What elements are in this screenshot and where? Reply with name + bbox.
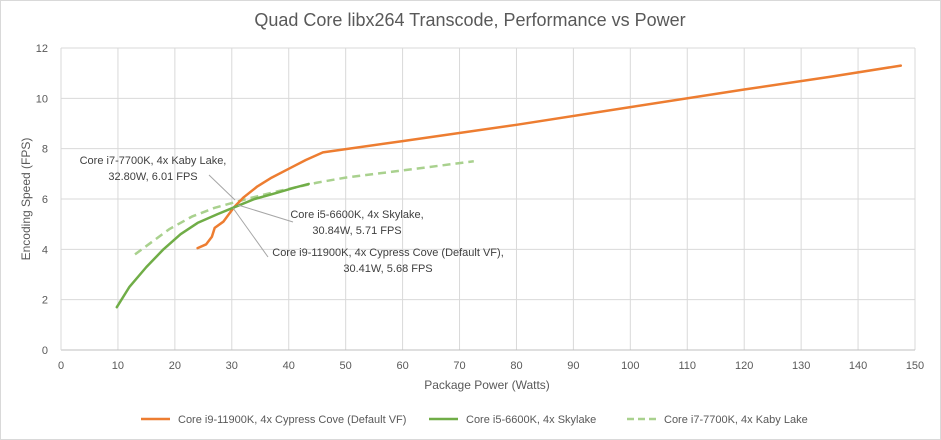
x-tick-label: 10: [112, 360, 124, 372]
legend-label-2: Core i5-6600K, 4x Skylake: [466, 414, 596, 426]
y-axis-title: Encoding Speed (FPS): [19, 138, 33, 261]
annotations: Core i7-7700K, 4x Kaby Lake, 32.80W, 6.01…: [80, 155, 504, 275]
x-tick-label: 80: [510, 360, 522, 372]
x-tick-label: 110: [678, 360, 696, 372]
annotation-text: Core i7-7700K, 4x Kaby Lake,: [80, 155, 227, 167]
annotation-leader-line: [232, 207, 269, 258]
y-tick-label: 6: [42, 194, 48, 206]
legend-label-1: Core i9-11900K, 4x Cypress Cove (Default…: [178, 414, 406, 426]
series-line-1: [196, 64, 903, 250]
series-line-3: [134, 160, 474, 256]
gridlines: [61, 47, 916, 350]
annotation-leader-line: [237, 204, 294, 223]
x-tick-label: 40: [283, 360, 295, 372]
y-tick-labels: 0 2 4 6 8 10 12: [36, 43, 48, 357]
y-tick-label: 8: [42, 144, 48, 156]
x-tick-label: 90: [567, 360, 579, 372]
series-lines: [115, 64, 903, 309]
x-tick-label: 100: [621, 360, 639, 372]
x-tick-label: 150: [906, 360, 924, 372]
legend: Core i9-11900K, 4x Cypress Cove (Default…: [141, 414, 808, 426]
x-axis-title: Package Power (Watts): [424, 378, 550, 392]
legend-label-3: Core i7-7700K, 4x Kaby Lake: [664, 414, 808, 426]
y-tick-label: 10: [36, 93, 48, 105]
annotation-text: Core i9-11900K, 4x Cypress Cove (Default…: [272, 247, 504, 259]
x-tick-label: 120: [735, 360, 753, 372]
chart-title: Quad Core libx264 Transcode, Performance…: [254, 10, 685, 30]
x-tick-label: 30: [226, 360, 238, 372]
annotation-text: Core i5-6600K, 4x Skylake,: [290, 209, 423, 221]
y-tick-label: 4: [42, 244, 48, 256]
x-tick-label: 70: [453, 360, 465, 372]
y-tick-label: 0: [42, 345, 48, 357]
annotation-text: 30.84W, 5.71 FPS: [312, 225, 401, 237]
series-line-2: [115, 182, 310, 309]
x-tick-label: 140: [849, 360, 867, 372]
x-tick-labels: 0 10 20 30 40 50 60 70 80 90 100 110 120 130 140 150: [58, 360, 924, 372]
annotation-text: 32.80W, 6.01 FPS: [108, 171, 197, 183]
x-tick-label: 50: [340, 360, 352, 372]
y-tick-label: 12: [36, 43, 48, 55]
x-tick-label: 0: [58, 360, 64, 372]
x-tick-label: 60: [396, 360, 408, 372]
axes: [60, 48, 915, 351]
annotation-text: 30.41W, 5.68 FPS: [343, 263, 432, 275]
x-tick-label: 130: [792, 360, 810, 372]
x-tick-label: 20: [169, 360, 181, 372]
annotation-leader-line: [208, 174, 236, 201]
y-tick-label: 2: [42, 295, 48, 307]
